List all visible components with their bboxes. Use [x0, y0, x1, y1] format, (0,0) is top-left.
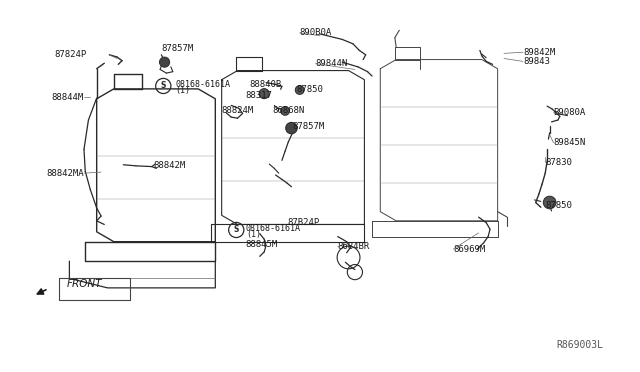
Text: 08168-6161A: 08168-6161A	[246, 224, 301, 233]
Text: 89844N: 89844N	[316, 59, 348, 68]
Text: 86868N: 86868N	[273, 106, 305, 115]
Text: 890B0A: 890B0A	[300, 28, 332, 37]
Circle shape	[285, 122, 297, 134]
Text: 8684BR: 8684BR	[338, 242, 370, 251]
Text: S: S	[161, 81, 166, 90]
Text: 08168-6161A: 08168-6161A	[175, 80, 230, 89]
Text: 87B24P: 87B24P	[287, 218, 319, 227]
Text: 87857M: 87857M	[161, 44, 193, 53]
Text: R869003L: R869003L	[557, 340, 604, 350]
Circle shape	[295, 86, 304, 94]
Text: FRONT: FRONT	[66, 279, 102, 289]
Circle shape	[159, 57, 170, 67]
Circle shape	[259, 89, 269, 99]
Text: 87830: 87830	[545, 158, 572, 167]
Text: 88842MA: 88842MA	[46, 169, 84, 178]
Text: 87824P: 87824P	[54, 50, 86, 59]
Text: (1): (1)	[175, 86, 190, 95]
Text: 87857M: 87857M	[292, 122, 325, 131]
Text: 88840B: 88840B	[249, 80, 281, 89]
Text: 88845M: 88845M	[246, 240, 278, 249]
Text: B9080A: B9080A	[554, 108, 586, 117]
Text: 88842M: 88842M	[154, 161, 186, 170]
Text: 89843: 89843	[523, 57, 550, 66]
Text: 87850: 87850	[296, 86, 323, 94]
Circle shape	[543, 196, 556, 209]
Text: 87850: 87850	[545, 201, 572, 209]
Text: (1): (1)	[246, 230, 260, 239]
Circle shape	[281, 106, 289, 115]
Text: 88317: 88317	[245, 91, 272, 100]
Text: 89842M: 89842M	[523, 48, 556, 57]
Text: 86969M: 86969M	[453, 244, 486, 254]
Text: 89845N: 89845N	[554, 138, 586, 147]
Text: 88844M: 88844M	[52, 93, 84, 102]
Text: S: S	[234, 225, 239, 234]
Text: 88824M: 88824M	[221, 106, 254, 115]
